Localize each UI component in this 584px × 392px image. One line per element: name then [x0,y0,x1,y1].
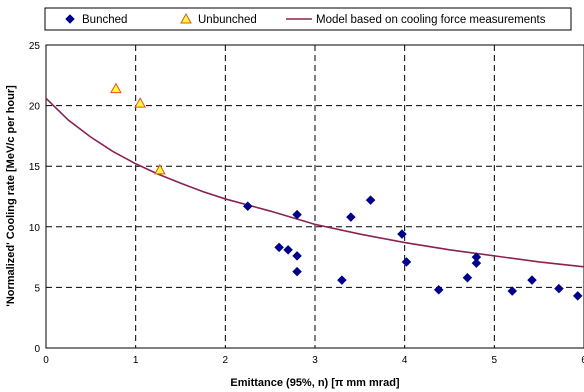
bunched-point [274,242,284,253]
bunched-point [554,283,564,294]
unbunched-point [110,82,122,94]
legend: Bunched Unbunched Model based on cooling f… [44,7,572,31]
tick-labels: 0 1 2 3 4 5 6 0 5 10 15 20 25 [29,41,584,366]
grid [46,45,584,348]
bunched-point [346,212,356,222]
legend-label: Model based on cooling force measurement… [316,14,546,26]
legend-label: Unbunched [198,14,257,26]
x-tick-label: 4 [402,355,408,366]
bunched-point [365,195,376,205]
x-tick-label: 3 [312,355,318,366]
bunched-point [397,229,407,239]
y-axis-title: 'Normalized' Cooling rate [MeV/c per hou… [5,85,17,307]
bunched-point [433,284,444,295]
legend-label: Bunched [82,14,127,26]
legend-swatch-triangle [180,12,192,24]
model-line-layer [45,97,584,268]
bunched-point [292,251,302,261]
unbunched-point [134,97,146,108]
bunched-point [337,275,347,285]
marker-layer [110,82,583,301]
bunched-point [401,257,412,267]
y-tick-label: 10 [29,223,41,234]
y-tick-label: 5 [34,283,40,294]
y-tick-label: 25 [29,41,41,52]
x-tick-label: 1 [133,355,139,366]
x-tick-label: 6 [581,355,584,366]
x-tick-label: 5 [492,355,498,366]
unbunched-point [154,163,166,175]
bunched-point [292,209,302,220]
x-tick-label: 2 [223,355,229,366]
bunched-point [462,272,473,283]
plot-area [45,44,584,349]
legend-swatch-diamond [65,14,75,24]
model-curve [45,97,584,268]
bunched-point [242,201,253,212]
y-tick-label: 0 [34,344,40,355]
bunched-point [292,266,302,277]
y-tick-label: 20 [29,102,41,113]
bunched-point [283,244,293,255]
x-axis-title: Emittance (95%, n) [π mm mrad] [230,377,400,389]
bunched-point [471,258,482,269]
bunched-point [527,275,537,285]
x-tick-label: 0 [43,355,49,366]
bunched-point [507,286,518,296]
y-tick-label: 15 [29,162,41,173]
bunched-point [572,291,583,301]
